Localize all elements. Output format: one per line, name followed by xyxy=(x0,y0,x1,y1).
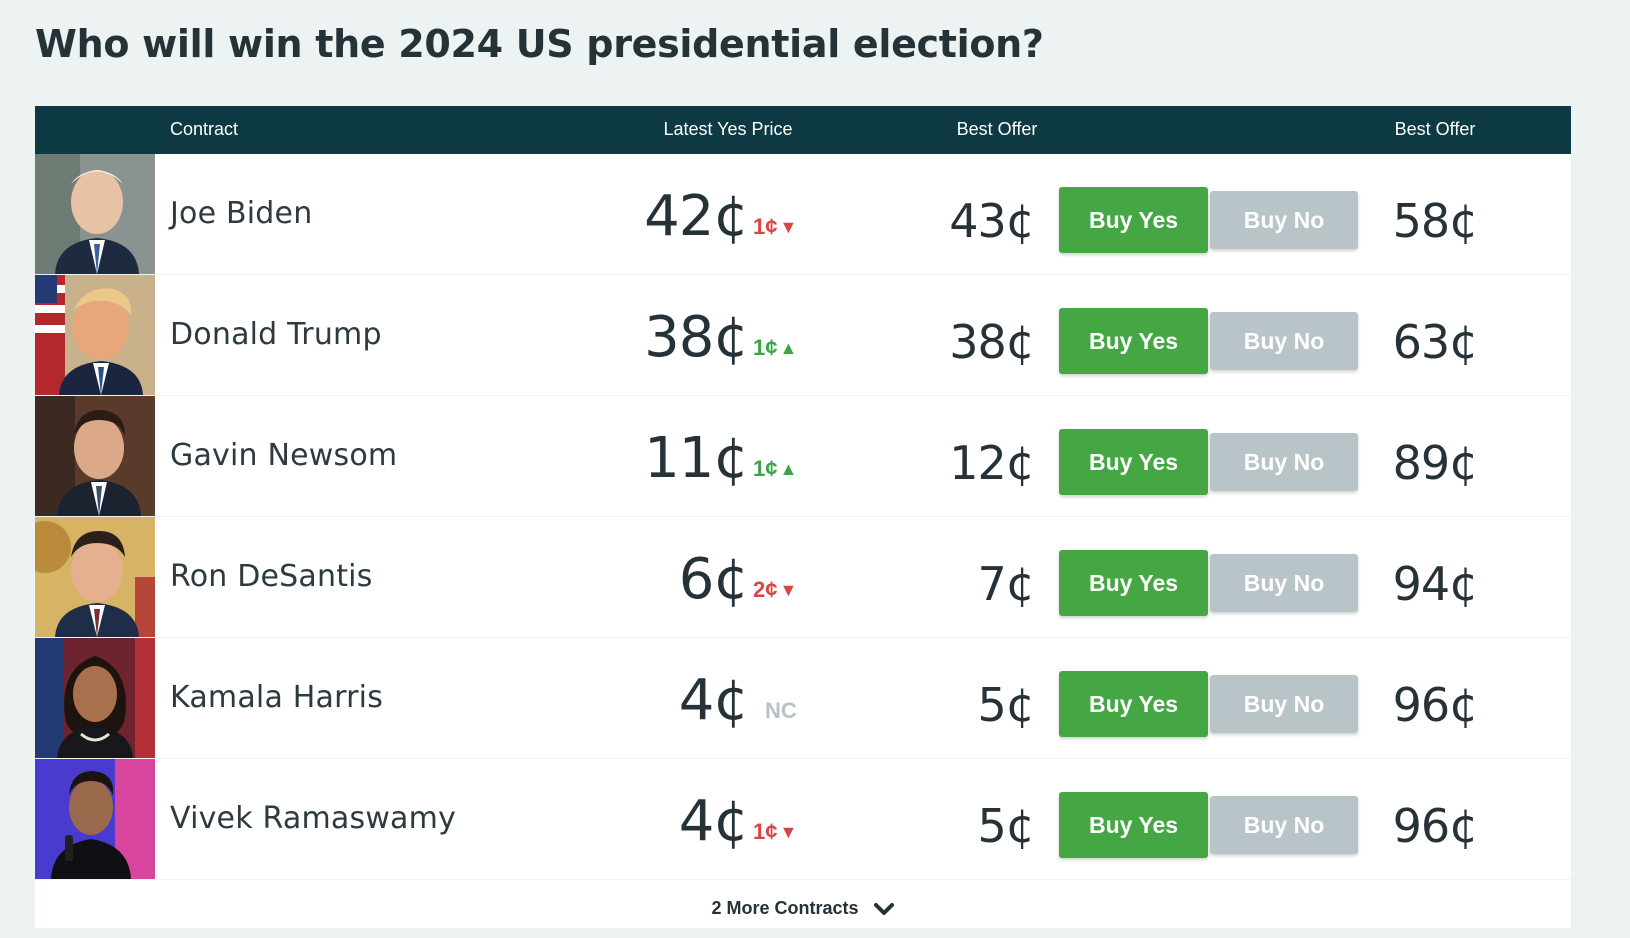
best-offer-no: 63¢ xyxy=(1392,315,1479,369)
price-change-value: 1¢ xyxy=(753,335,778,360)
header-contract: Contract xyxy=(170,119,239,139)
chevron-down-icon xyxy=(873,882,895,938)
latest-yes-price: 38¢ xyxy=(644,305,749,370)
market-table: Contract Latest Yes Price Best Offer Bes… xyxy=(35,106,1571,928)
avatar xyxy=(35,759,155,879)
more-contracts-label: 2 More Contracts xyxy=(711,898,859,918)
contract-row[interactable]: Gavin Newsom 11¢ 1¢ ▲ 12¢ Buy Yes Buy No … xyxy=(35,396,1571,517)
contract-row[interactable]: Joe Biden 42¢ 1¢ ▼ 43¢ Buy Yes Buy No 58¢ xyxy=(35,154,1571,275)
buy-yes-button[interactable]: Buy Yes xyxy=(1059,429,1208,495)
contract-name[interactable]: Donald Trump xyxy=(170,317,382,352)
arrow-down-icon: ▼ xyxy=(779,217,798,237)
buy-yes-button[interactable]: Buy Yes xyxy=(1059,792,1208,858)
buy-yes-button[interactable]: Buy Yes xyxy=(1059,550,1208,616)
avatar xyxy=(35,517,155,637)
avatar xyxy=(35,396,155,516)
price-change-value: 2¢ xyxy=(753,577,778,602)
best-offer-no: 58¢ xyxy=(1392,194,1479,248)
best-offer-yes: 12¢ xyxy=(949,436,1035,490)
best-offer-yes: 5¢ xyxy=(977,799,1035,853)
buy-yes-button[interactable]: Buy Yes xyxy=(1059,308,1208,374)
buy-yes-button[interactable]: Buy Yes xyxy=(1059,671,1208,737)
best-offer-yes: 38¢ xyxy=(949,315,1035,369)
contract-row[interactable]: Vivek Ramaswamy 4¢ 1¢ ▼ 5¢ Buy Yes Buy No… xyxy=(35,759,1571,880)
contract-name[interactable]: Joe Biden xyxy=(170,196,313,231)
latest-yes-price: 4¢ xyxy=(678,789,749,854)
price-change: 1¢ ▼ xyxy=(753,819,797,845)
latest-yes-price: 11¢ xyxy=(644,426,749,491)
best-offer-yes: 7¢ xyxy=(977,557,1035,611)
best-offer-no: 96¢ xyxy=(1392,678,1479,732)
price-change-value: NC xyxy=(765,698,797,723)
arrow-down-icon: ▼ xyxy=(779,822,798,842)
header-best-offer-no: Best Offer xyxy=(1394,119,1476,139)
contract-row[interactable]: Donald Trump 38¢ 1¢ ▲ 38¢ Buy Yes Buy No … xyxy=(35,275,1571,396)
avatar xyxy=(35,638,155,758)
contract-name[interactable]: Gavin Newsom xyxy=(170,438,398,473)
buy-no-button[interactable]: Buy No xyxy=(1210,554,1358,612)
avatar xyxy=(35,275,155,395)
price-change: NC xyxy=(765,698,797,724)
arrow-up-icon: ▲ xyxy=(779,459,798,479)
arrow-up-icon: ▲ xyxy=(779,338,798,358)
best-offer-no: 94¢ xyxy=(1392,557,1479,611)
contract-row[interactable]: Ron DeSantis 6¢ 2¢ ▼ 7¢ Buy Yes Buy No 94… xyxy=(35,517,1571,638)
table-header: Contract Latest Yes Price Best Offer Bes… xyxy=(35,106,1571,154)
more-contracts-toggle[interactable]: 2 More Contracts xyxy=(35,880,1571,928)
contract-row[interactable]: Kamala Harris 4¢ NC 5¢ Buy Yes Buy No 96… xyxy=(35,638,1571,759)
price-change: 2¢ ▼ xyxy=(753,577,797,603)
contract-name[interactable]: Ron DeSantis xyxy=(170,559,373,594)
price-change: 1¢ ▲ xyxy=(753,335,797,361)
buy-yes-button[interactable]: Buy Yes xyxy=(1059,187,1208,253)
buy-no-button[interactable]: Buy No xyxy=(1210,312,1358,370)
latest-yes-price: 42¢ xyxy=(644,184,749,249)
header-best-offer-yes: Best Offer xyxy=(956,119,1038,139)
best-offer-no: 96¢ xyxy=(1392,799,1479,853)
buy-no-button[interactable]: Buy No xyxy=(1210,796,1358,854)
price-change-value: 1¢ xyxy=(753,819,778,844)
avatar xyxy=(35,154,155,274)
buy-no-button[interactable]: Buy No xyxy=(1210,433,1358,491)
header-latest-yes-price: Latest Yes Price xyxy=(663,119,793,139)
price-change: 1¢ ▼ xyxy=(753,214,797,240)
price-change: 1¢ ▲ xyxy=(753,456,797,482)
buy-no-button[interactable]: Buy No xyxy=(1210,675,1358,733)
contract-name[interactable]: Vivek Ramaswamy xyxy=(170,801,457,836)
arrow-down-icon: ▼ xyxy=(779,580,798,600)
page-title: Who will win the 2024 US presidential el… xyxy=(35,22,1044,66)
best-offer-no: 89¢ xyxy=(1392,436,1479,490)
latest-yes-price: 4¢ xyxy=(678,668,749,733)
price-change-value: 1¢ xyxy=(753,214,778,239)
price-change-value: 1¢ xyxy=(753,456,778,481)
latest-yes-price: 6¢ xyxy=(678,547,749,612)
buy-no-button[interactable]: Buy No xyxy=(1210,191,1358,249)
best-offer-yes: 43¢ xyxy=(949,194,1035,248)
contract-name[interactable]: Kamala Harris xyxy=(170,680,384,715)
best-offer-yes: 5¢ xyxy=(977,678,1035,732)
